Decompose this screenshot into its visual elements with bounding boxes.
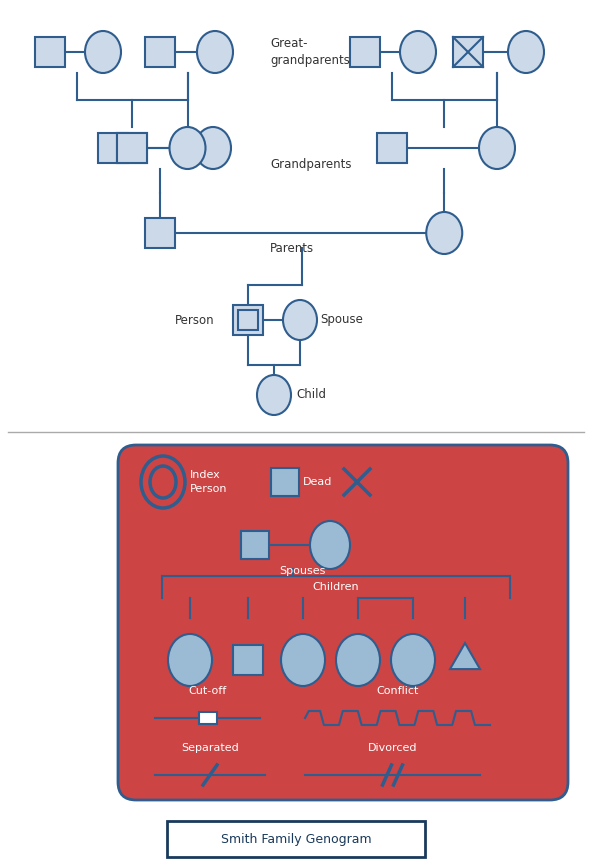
- Text: Cut-off: Cut-off: [188, 686, 227, 696]
- Bar: [198, 712, 217, 724]
- Bar: [350, 37, 380, 67]
- Bar: [145, 218, 175, 248]
- Text: Person: Person: [175, 313, 215, 326]
- Bar: [233, 645, 263, 675]
- Ellipse shape: [400, 31, 436, 73]
- Text: Conflict: Conflict: [377, 686, 419, 696]
- Bar: [377, 133, 407, 163]
- Bar: [238, 310, 258, 330]
- Text: Parents: Parents: [270, 242, 314, 255]
- Bar: [117, 133, 147, 163]
- Text: Great-
grandparents: Great- grandparents: [270, 37, 350, 67]
- Bar: [167, 821, 425, 857]
- Text: Grandparents: Grandparents: [270, 158, 352, 171]
- Ellipse shape: [257, 375, 291, 415]
- Ellipse shape: [169, 127, 205, 169]
- Text: Smith Family Genogram: Smith Family Genogram: [221, 832, 371, 845]
- Ellipse shape: [508, 31, 544, 73]
- Polygon shape: [450, 643, 480, 669]
- Ellipse shape: [426, 212, 462, 254]
- Text: Dead: Dead: [303, 477, 332, 487]
- Text: Divorced: Divorced: [368, 743, 417, 753]
- Text: Spouse: Spouse: [320, 313, 363, 326]
- Text: Index
Person: Index Person: [190, 470, 227, 494]
- Ellipse shape: [336, 634, 380, 686]
- FancyBboxPatch shape: [118, 445, 568, 800]
- Bar: [98, 133, 128, 163]
- Bar: [271, 468, 299, 496]
- Text: Spouses: Spouses: [279, 566, 326, 576]
- Bar: [453, 37, 483, 67]
- Ellipse shape: [479, 127, 515, 169]
- Bar: [233, 305, 263, 335]
- Ellipse shape: [391, 634, 435, 686]
- Ellipse shape: [310, 521, 350, 569]
- Ellipse shape: [195, 127, 231, 169]
- Ellipse shape: [281, 634, 325, 686]
- Bar: [117, 133, 147, 163]
- Ellipse shape: [168, 634, 212, 686]
- Text: Child: Child: [296, 389, 326, 402]
- Ellipse shape: [283, 300, 317, 340]
- Bar: [35, 37, 65, 67]
- Ellipse shape: [85, 31, 121, 73]
- Bar: [241, 531, 269, 559]
- Bar: [145, 37, 175, 67]
- Ellipse shape: [197, 31, 233, 73]
- Text: Children: Children: [313, 582, 359, 592]
- Text: Separated: Separated: [181, 743, 239, 753]
